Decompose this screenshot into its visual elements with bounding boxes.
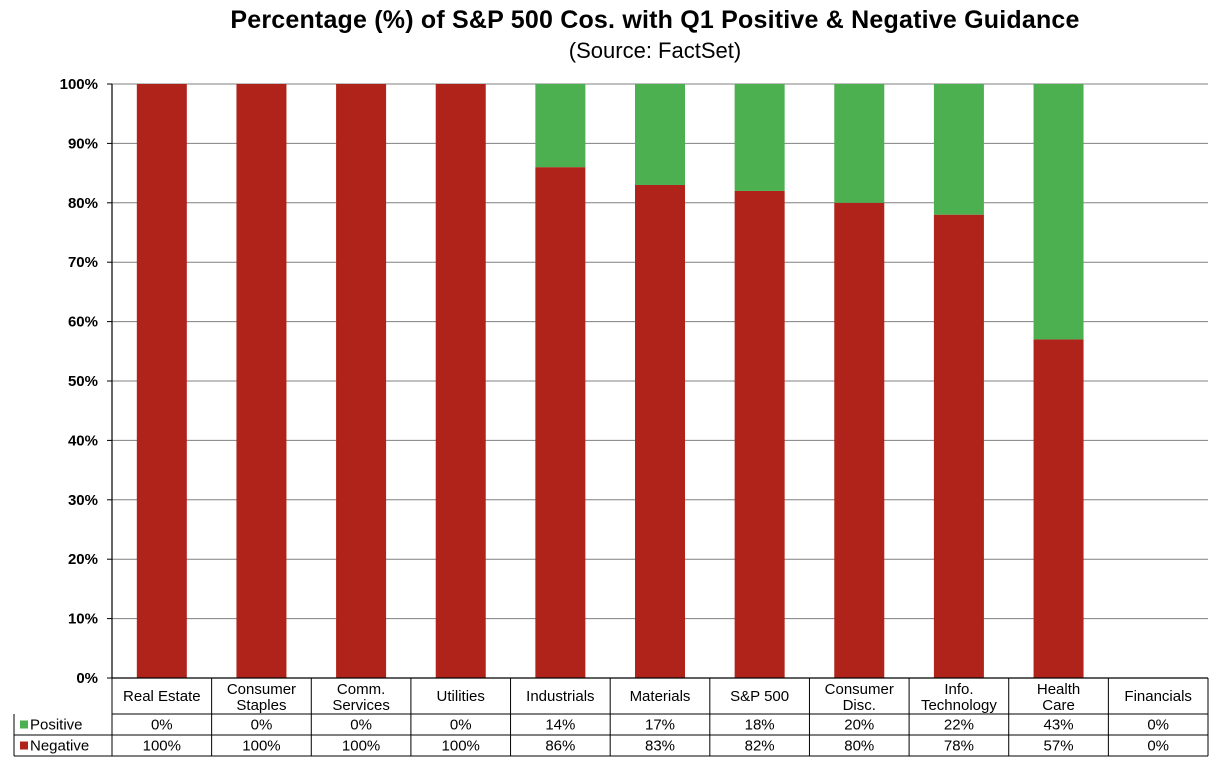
bar-positive — [834, 84, 885, 203]
table-value: 43% — [1044, 717, 1074, 734]
bar-negative — [435, 84, 486, 678]
bar-positive — [1033, 84, 1084, 340]
bar-negative — [136, 84, 187, 678]
chart-title: Percentage (%) of S&P 500 Cos. with Q1 P… — [230, 6, 1080, 34]
bar-negative — [336, 84, 387, 678]
category-label: Materials — [630, 688, 691, 705]
category-label: Staples — [236, 697, 286, 714]
table-value: 86% — [545, 738, 575, 755]
table-value: 83% — [645, 738, 675, 755]
table-value: 0% — [1147, 738, 1169, 755]
y-tick-label: 20% — [68, 551, 98, 568]
table-value: 17% — [645, 717, 675, 734]
table-value: 82% — [745, 738, 775, 755]
bar-negative — [734, 190, 785, 679]
y-tick-label: 10% — [68, 611, 98, 628]
bar-negative — [635, 184, 685, 679]
y-tick-label: 30% — [68, 492, 98, 509]
category-label: S&P 500 — [730, 688, 789, 705]
y-tick-label: 100% — [60, 76, 98, 93]
table-value: 0% — [151, 717, 173, 734]
table-value: 100% — [342, 738, 380, 755]
table-value: 57% — [1044, 738, 1074, 755]
bar-negative — [834, 202, 885, 679]
table-value: 100% — [143, 738, 181, 755]
chart-subtitle: (Source: FactSet) — [568, 38, 742, 63]
table-value: 78% — [944, 738, 974, 755]
category-label: Financials — [1124, 688, 1192, 705]
category-label: Industrials — [526, 688, 594, 705]
bar-positive — [635, 84, 685, 185]
category-label: Utilities — [437, 688, 485, 705]
legend-label: Negative — [30, 738, 89, 755]
y-tick-label: 70% — [68, 254, 98, 271]
y-tick-label: 90% — [68, 135, 98, 152]
legend-key-positive — [20, 720, 28, 729]
category-label: Technology — [921, 697, 997, 714]
table-value: 20% — [844, 717, 874, 734]
table-value: 0% — [1147, 717, 1169, 734]
category-label: Health — [1037, 681, 1080, 698]
category-label: Info. — [944, 681, 973, 698]
category-label: Consumer — [825, 681, 894, 698]
category-label: Consumer — [227, 681, 296, 698]
y-tick-label: 0% — [76, 670, 98, 687]
y-tick-label: 50% — [68, 373, 98, 390]
bar-positive — [933, 84, 984, 215]
legend-key-negative — [20, 741, 28, 750]
table-value: 0% — [251, 717, 273, 734]
category-label: Care — [1042, 697, 1075, 714]
table-value: 0% — [350, 717, 372, 734]
bar-negative — [933, 214, 984, 678]
bar-negative — [535, 167, 586, 678]
y-tick-label: 80% — [68, 195, 98, 212]
table-value: 100% — [442, 738, 480, 755]
bar-positive — [535, 84, 586, 168]
legend-label: Positive — [30, 717, 83, 734]
y-tick-label: 60% — [68, 314, 98, 331]
category-label: Comm. — [337, 681, 385, 698]
table-value: 100% — [242, 738, 280, 755]
table-value: 0% — [450, 717, 472, 734]
bar-positive — [734, 84, 785, 191]
table-value: 14% — [545, 717, 575, 734]
table-value: 80% — [844, 738, 874, 755]
table-value: 18% — [745, 717, 775, 734]
bar-negative — [236, 84, 287, 678]
category-label: Services — [332, 697, 390, 714]
category-label: Disc. — [843, 697, 876, 714]
table-value: 22% — [944, 717, 974, 734]
category-label: Real Estate — [123, 688, 201, 705]
bar-negative — [1033, 339, 1084, 678]
y-tick-label: 40% — [68, 432, 98, 449]
